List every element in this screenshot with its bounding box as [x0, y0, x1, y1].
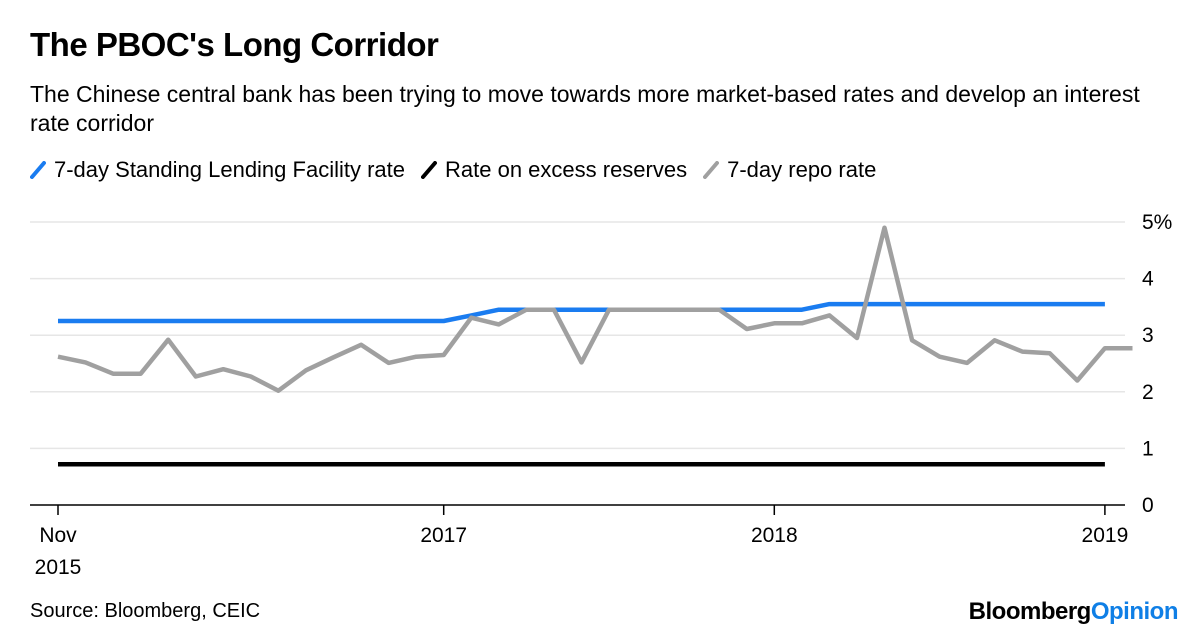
x-tick-label-0-year: 2015 [35, 556, 82, 579]
source-note: Source: Bloomberg, CEIC [30, 600, 261, 622]
y-tick-label-3: 3 [1142, 324, 1154, 347]
y-tick-label-2: 2 [1142, 381, 1154, 404]
legend-swatch-repo [703, 161, 720, 179]
y-tick-label-0: 0 [1142, 494, 1154, 517]
x-tick-label-1: 2017 [420, 524, 467, 547]
legend-item-excess: Rate on excess reserves [421, 157, 687, 183]
chart-legend: 7-day Standing Lending Facility rate Rat… [30, 157, 892, 183]
legend-swatch-excess [421, 161, 437, 179]
chart-title: The PBOC's Long Corridor [30, 26, 439, 63]
x-tick-label-2: 2018 [751, 524, 798, 547]
x-tick-label-0: Nov [39, 524, 77, 547]
repo-series-line [57, 225, 1133, 393]
legend-label-slf: 7-day Standing Lending Facility rate [54, 157, 405, 182]
legend-item-slf: 7-day Standing Lending Facility rate [30, 157, 405, 183]
brand-accent: Opinion [1090, 598, 1179, 625]
y-tick-label-4: 4 [1142, 268, 1154, 291]
legend-swatch-slf [30, 161, 46, 179]
legend-label-excess: Rate on excess reserves [445, 157, 688, 182]
x-tick-label-3: 2019 [1082, 524, 1129, 547]
line-chart: 5% 4 3 2 1 0 Nov 2015 2017 2018 2019 [30, 211, 1172, 579]
legend-item-repo: 7-day repo rate [703, 157, 876, 183]
y-tick-label-1: 1 [1142, 437, 1154, 460]
brand-logo: BloombergOpinion [968, 598, 1179, 626]
legend-label-repo: 7-day repo rate [727, 157, 877, 182]
slf-series-line [58, 301, 1105, 324]
chart-subtitle: The Chinese central bank has been trying… [30, 81, 1140, 136]
y-tick-label-5: 5% [1142, 211, 1172, 234]
brand-main: Bloomberg [968, 598, 1092, 625]
